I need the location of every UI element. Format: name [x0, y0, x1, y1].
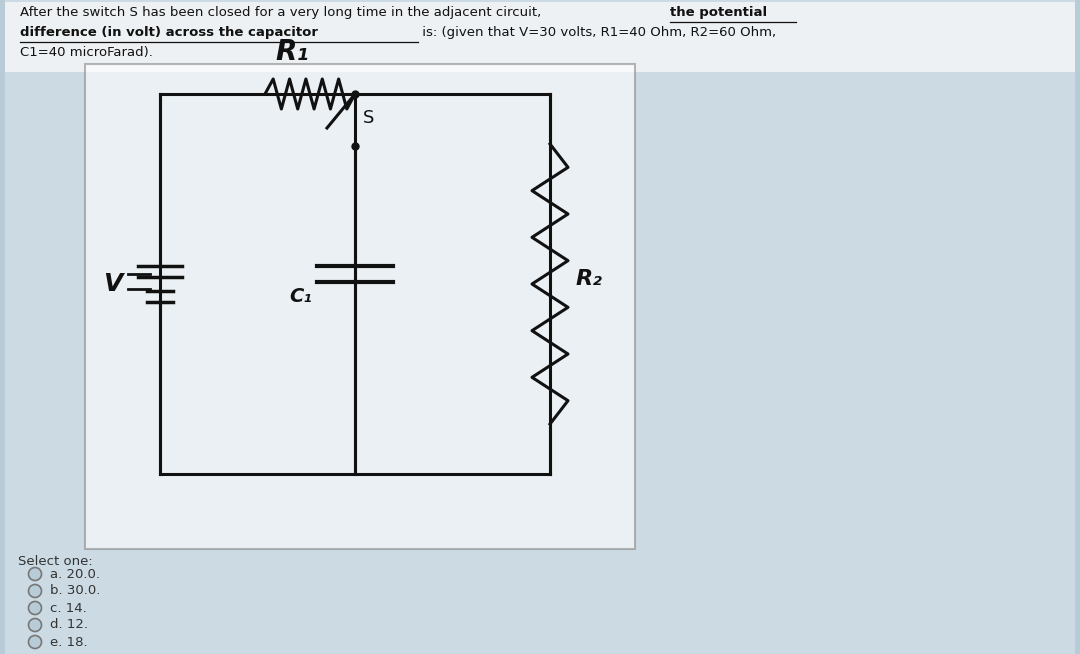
Text: After the switch S has been closed for a very long time in the adjacent circuit,: After the switch S has been closed for a… [21, 6, 545, 19]
Text: V: V [103, 272, 122, 296]
Text: Select one:: Select one: [18, 555, 93, 568]
Circle shape [28, 585, 41, 598]
Text: the potential: the potential [670, 6, 767, 19]
Circle shape [28, 602, 41, 615]
Circle shape [28, 619, 41, 632]
FancyBboxPatch shape [5, 0, 1075, 654]
Circle shape [28, 568, 41, 581]
FancyBboxPatch shape [5, 2, 1075, 72]
Text: R₂: R₂ [576, 269, 603, 289]
Text: b. 30.0.: b. 30.0. [50, 585, 100, 598]
Text: c. 14.: c. 14. [50, 602, 86, 615]
Text: is: (given that V=30 volts, R1=40 Ohm, R2=60 Ohm,: is: (given that V=30 volts, R1=40 Ohm, R… [418, 26, 775, 39]
Circle shape [28, 636, 41, 649]
Text: S: S [363, 109, 375, 127]
Text: difference (in volt) across the capacitor: difference (in volt) across the capacito… [21, 26, 318, 39]
Text: R₁: R₁ [275, 38, 309, 66]
FancyBboxPatch shape [85, 64, 635, 549]
Text: C1=40 microFarad).: C1=40 microFarad). [21, 46, 153, 59]
Text: C₁: C₁ [289, 287, 312, 306]
Text: d. 12.: d. 12. [50, 619, 87, 632]
Text: e. 18.: e. 18. [50, 636, 87, 649]
Text: a. 20.0.: a. 20.0. [50, 568, 100, 581]
